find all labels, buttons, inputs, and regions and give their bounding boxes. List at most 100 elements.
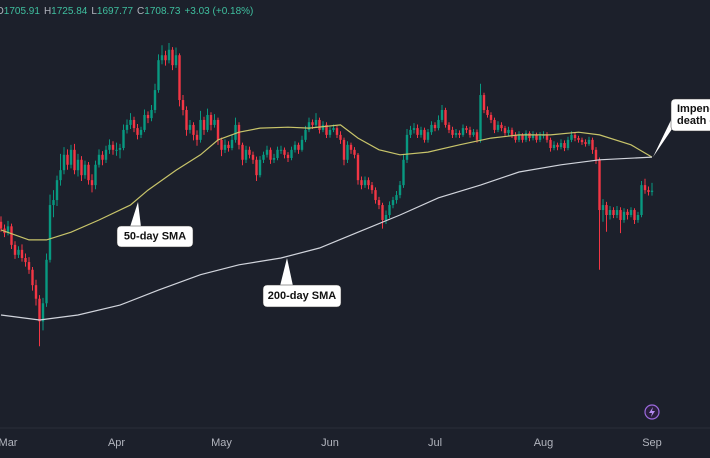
candle-body [115, 149, 118, 151]
ohlc-value: 1697.77 [97, 6, 134, 17]
candle-body [363, 180, 367, 186]
candle-body [384, 215, 388, 220]
candle-body [111, 144, 115, 150]
candle-body [626, 211, 629, 215]
candle-body [192, 124, 195, 135]
candle-body [181, 100, 185, 110]
candle-body [339, 134, 342, 140]
candle-body [507, 129, 510, 134]
candle-body [570, 134, 573, 140]
candle-body [108, 144, 111, 150]
candle-body [612, 210, 615, 215]
candle-body [437, 119, 440, 129]
candle-body [496, 124, 500, 130]
candle-body [276, 149, 279, 158]
candle-body [97, 154, 101, 165]
candle-body [633, 210, 636, 220]
candle-body [101, 154, 104, 160]
candle-body [188, 124, 192, 130]
candle-body [27, 262, 31, 270]
candle-body [549, 139, 552, 149]
candle-body [517, 134, 521, 140]
candle-body [248, 149, 251, 155]
candle-body [125, 124, 129, 130]
candle-body [241, 144, 244, 160]
candle-body [83, 164, 87, 176]
candle-body [367, 180, 370, 186]
candle-body [41, 303, 45, 322]
candle-body [461, 128, 465, 135]
candle-body [69, 149, 73, 165]
candle-body [118, 148, 122, 150]
x-tick-label: Jul [428, 437, 442, 449]
candle-body [244, 149, 248, 160]
ohlc-value: 1725.84 [51, 6, 88, 17]
candle-body [213, 119, 216, 125]
annotation-box [670, 98, 710, 132]
candle-body [468, 129, 472, 135]
ohlc-label: H [44, 6, 51, 17]
candle-body [538, 135, 542, 140]
candle-body [304, 129, 307, 140]
annotation-box [262, 284, 342, 308]
candle-body [34, 285, 38, 299]
candle-body [0, 221, 3, 229]
candle-body [20, 249, 24, 258]
candle-body [605, 205, 608, 215]
candle-body [454, 133, 458, 135]
plot-area [0, 43, 654, 347]
candle-body [174, 55, 178, 66]
candle-body [405, 134, 409, 160]
candle-body [577, 138, 580, 140]
candle-body [286, 154, 290, 158]
event-icon[interactable] [644, 404, 660, 420]
candle-body [388, 205, 391, 215]
candle-body [640, 185, 643, 215]
candle-body [430, 124, 433, 133]
candle-body [24, 258, 27, 263]
candle-body [48, 205, 52, 260]
candle-body [608, 210, 612, 215]
ohlc-label: L [91, 6, 97, 17]
candle-body [412, 128, 416, 130]
annotation-text: 50-day SMA [124, 230, 186, 242]
candle-body [255, 159, 258, 176]
candle-body [167, 49, 171, 61]
sma-line [0, 156, 653, 321]
candle-body [332, 128, 335, 130]
candle-body [150, 109, 153, 119]
candle-body [433, 124, 437, 129]
annotation-pointer [130, 202, 141, 227]
candle-body [426, 132, 430, 140]
candle-body [423, 129, 426, 140]
candle-body [486, 109, 489, 115]
candle-body [360, 180, 363, 186]
candle-body [374, 190, 377, 201]
candle-body [559, 143, 563, 148]
candle-body [321, 124, 325, 130]
x-tick-label: Sep [642, 437, 662, 449]
candle-body [153, 90, 157, 110]
candle-body [353, 149, 356, 155]
candle-body [594, 149, 598, 160]
candle-body [272, 157, 276, 160]
x-tick-label: Mar [0, 437, 18, 449]
candle-body [342, 139, 346, 160]
candle-body [104, 149, 108, 160]
x-tick-label: May [211, 437, 232, 449]
candle-body [510, 129, 514, 135]
candle-body [293, 144, 297, 150]
candle-body [556, 144, 559, 148]
annotation-box [116, 225, 194, 248]
candle-body [482, 95, 486, 110]
candle-body [185, 109, 188, 130]
candle-body [94, 164, 97, 186]
candle-body [76, 159, 80, 171]
candle-body [129, 119, 132, 125]
candle-body [377, 200, 381, 206]
candle-body [265, 149, 269, 155]
candle-body [493, 119, 496, 130]
candle-body [545, 134, 549, 140]
